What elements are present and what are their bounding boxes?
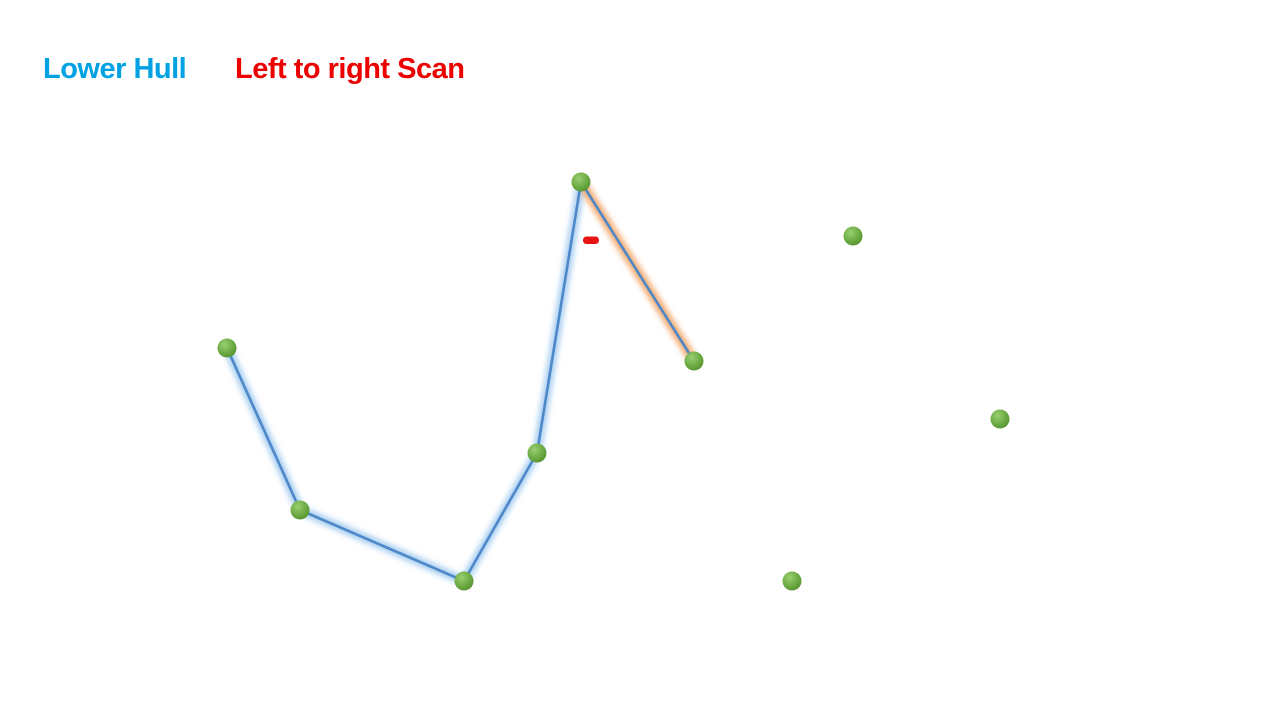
hull-polyline [225,180,583,583]
point-9 [782,571,802,591]
point-7 [843,226,863,246]
point-4 [527,443,547,463]
point-6 [684,351,704,371]
point-5 [571,172,591,192]
active-scan-segment [579,180,696,363]
hull-polyline-glow [222,177,586,586]
point-2 [290,500,310,520]
minus-marker [583,236,599,244]
point-1 [217,338,237,358]
point-8 [990,409,1010,429]
point-3 [454,571,474,591]
